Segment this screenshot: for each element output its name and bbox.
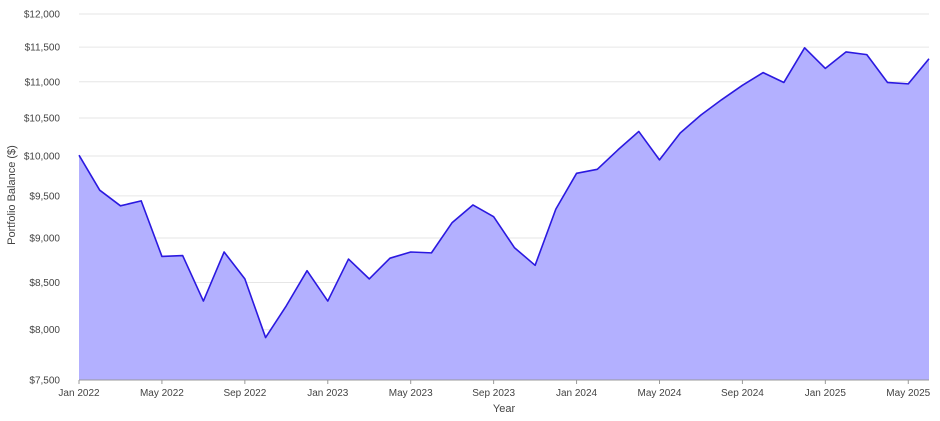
x-tick-label: Sep 2024 [721,388,764,399]
y-tick-label: $7,500 [29,376,60,387]
x-tick-label: Jan 2023 [307,388,349,399]
y-tick-label: $8,000 [29,325,60,336]
x-tick-label: May 2023 [389,388,433,399]
y-axis-tick-labels: $7,500 $8,000 $8,500 $9,000 $9,500 $10,000 $10… [24,10,61,387]
x-tick-label: May 2024 [638,388,682,399]
balance-line [78,47,930,339]
x-tick-label: May 2025 [886,388,930,399]
y-tick-label: $10,500 [24,113,61,124]
x-tick-label: May 2022 [140,388,184,399]
x-tick-label: Sep 2022 [223,388,266,399]
y-tick-label: $9,500 [29,191,60,202]
y-tick-label: $10,000 [24,151,61,162]
x-tick-label: Sep 2023 [472,388,515,399]
x-tick-label: Jan 2025 [805,388,847,399]
y-tick-label: $9,000 [29,234,60,245]
x-tick-label: Jan 2022 [58,388,100,399]
y-tick-label: $12,000 [24,10,61,21]
y-tick-label: $11,500 [25,43,61,54]
y-tick-label: $8,500 [29,278,60,289]
y-tick-label: $11,000 [25,77,61,88]
x-tick-label: Jan 2024 [556,388,598,399]
x-axis-title: Year [493,403,516,415]
area-fill [79,47,929,380]
x-axis-tick-labels: Jan 2022 May 2022 Sep 2022 Jan 2023 May 2023… [58,380,931,399]
y-axis-title: Portfolio Balance ($) [6,145,18,245]
